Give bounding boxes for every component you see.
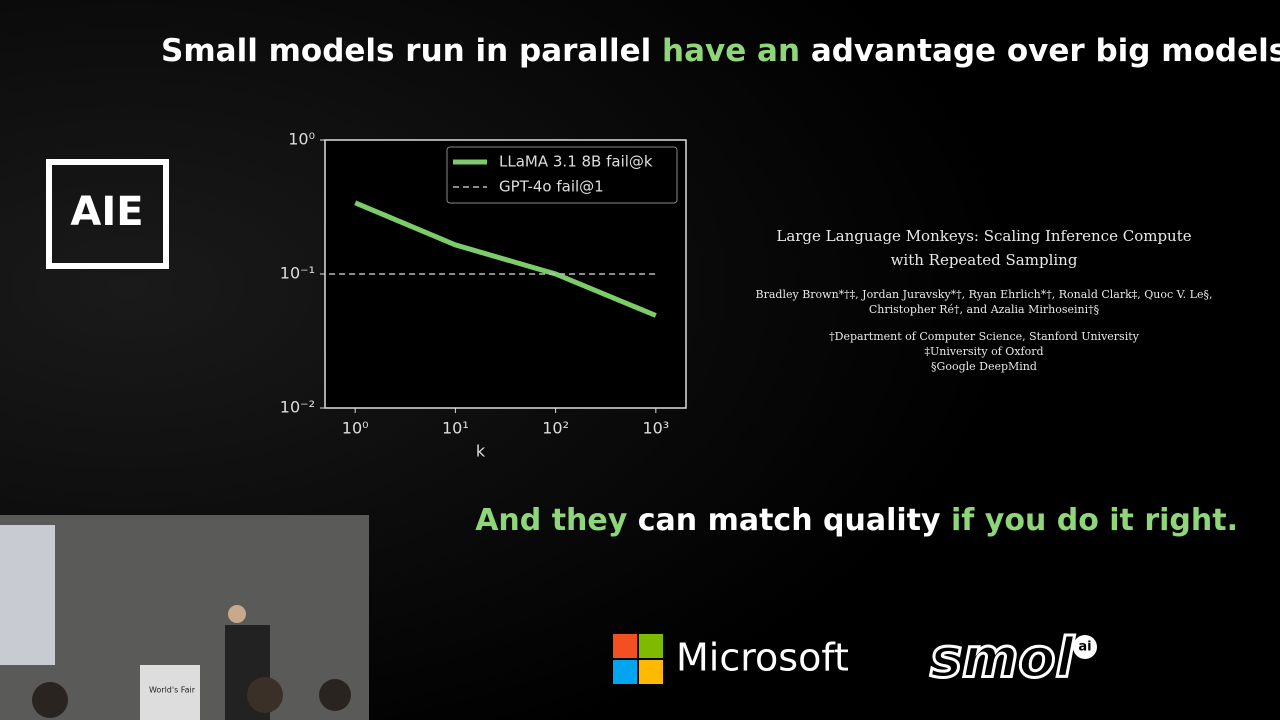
tagline: And they can match quality if you do it … xyxy=(475,503,1238,538)
y-tick-label: 10⁻² xyxy=(280,398,315,417)
projector-screen xyxy=(0,525,55,665)
camera-inset: World's Fair xyxy=(0,515,369,720)
headline-segment: Small models run in parallel xyxy=(161,33,662,69)
microsoft-logo: Microsoft xyxy=(613,634,849,684)
paper-title: Large Language Monkeys: Scaling Inferenc… xyxy=(776,227,1191,245)
audience xyxy=(247,677,283,713)
smol-badge xyxy=(1073,635,1097,659)
audience xyxy=(319,679,351,711)
podium xyxy=(140,665,200,720)
tagline-segment: if you do it right. xyxy=(951,503,1238,538)
paper-affiliation: †Department of Computer Science, Stanfor… xyxy=(829,330,1140,343)
paper-affiliation: §Google DeepMind xyxy=(931,360,1037,373)
paper-authors: Christopher Ré†, and Azalia Mirhoseini†§ xyxy=(869,303,1099,316)
series-line xyxy=(354,200,657,318)
chart: 10⁰ 10¹ 10² 10³ 10⁻² 10⁻¹ 10⁰ k LLaMA 3.1 8B fai… xyxy=(280,130,687,461)
x-tick-label: 10³ xyxy=(642,419,669,438)
tagline-segment: And they xyxy=(475,503,628,538)
podium-label: World's Fair xyxy=(149,686,196,695)
speaker-head xyxy=(228,605,246,623)
ms-square xyxy=(639,660,663,684)
x-tick-label: 10¹ xyxy=(442,419,469,438)
paper-title: with Repeated Sampling xyxy=(891,251,1078,269)
headline-segment: advantage over big models xyxy=(800,33,1280,69)
legend-box xyxy=(446,146,678,204)
x-tick-label: 10⁰ xyxy=(342,419,369,438)
ms-square xyxy=(613,634,637,658)
logo-frame xyxy=(46,159,169,269)
ms-square xyxy=(613,660,637,684)
x-tick-label: 10² xyxy=(542,419,569,438)
paper-header: Large Language Monkeys: Scaling Inferenc… xyxy=(756,227,1213,373)
y-tick-label: 10⁻¹ xyxy=(280,264,315,283)
y-tick-label: 10⁰ xyxy=(288,130,315,149)
headline: Small models run in parallel have an adv… xyxy=(161,33,1280,69)
x-axis-label: k xyxy=(476,442,486,461)
headline-segment: have an xyxy=(662,33,800,69)
ms-square xyxy=(639,634,663,658)
audience xyxy=(32,682,68,718)
smol-logo: smol xyxy=(930,627,1076,690)
smol-badge-text: ai xyxy=(1078,640,1091,655)
legend-label: GPT-4o fail@1 xyxy=(499,178,604,196)
paper-affiliation: ‡University of Oxford xyxy=(924,345,1043,358)
logo: AIE xyxy=(70,189,143,235)
legend-label: LLaMA 3.1 8B fail@k xyxy=(499,153,653,171)
microsoft-name: Microsoft xyxy=(676,636,849,680)
paper-authors: Bradley Brown*†‡, Jordan Juravsky*†, Rya… xyxy=(756,288,1213,301)
tagline-segment: can match quality xyxy=(627,503,951,538)
